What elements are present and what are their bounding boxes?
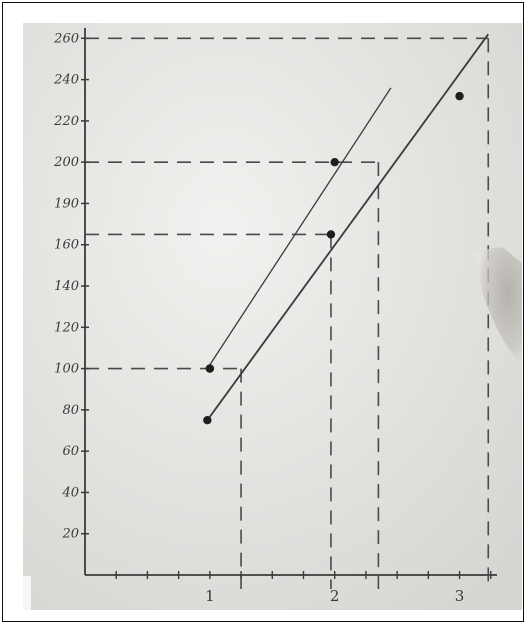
y-tick-label: 200 [53, 155, 79, 170]
y-axis-ticks: 20 40 60 80 100 120 140 160 190 200 220 240 260 [53, 31, 89, 542]
x-tick-label: 1 [205, 587, 215, 605]
data-point [205, 364, 215, 373]
series-line [206, 33, 489, 421]
guide-lines [85, 37, 490, 589]
y-tick-label: 260 [53, 31, 79, 46]
x-tick-label: 3 [455, 587, 465, 605]
y-tick-label: 220 [53, 114, 79, 129]
y-tick-label: 40 [61, 485, 79, 500]
series-line [206, 87, 392, 369]
y-tick-label: 190 [54, 196, 79, 211]
paper-edge [23, 576, 31, 610]
y-tick-label: 60 [62, 444, 79, 459]
y-tick-label: 240 [53, 73, 79, 88]
y-tick-label: 160 [54, 238, 79, 253]
data-point [455, 91, 464, 101]
data-points [203, 91, 464, 425]
pencil-hand-shadow [475, 247, 522, 363]
chart: 20 40 60 80 100 120 140 160 190 200 220 240 260 1 2 3 [23, 23, 522, 610]
series-lines [206, 33, 489, 421]
y-tick-label: 80 [62, 403, 79, 418]
y-tick-label: 20 [61, 527, 79, 542]
x-axis-ticks: 1 2 3 [115, 571, 492, 605]
y-tick-label: 100 [54, 362, 79, 377]
data-point [330, 157, 339, 167]
graph-photo: 20 40 60 80 100 120 140 160 190 200 220 240 260 1 2 3 [23, 23, 522, 610]
x-tick-label: 2 [330, 587, 340, 605]
y-tick-label: 120 [54, 320, 79, 335]
y-tick-label: 140 [54, 279, 79, 294]
paper-background [23, 23, 522, 610]
data-point [203, 415, 212, 425]
data-point [326, 230, 336, 239]
